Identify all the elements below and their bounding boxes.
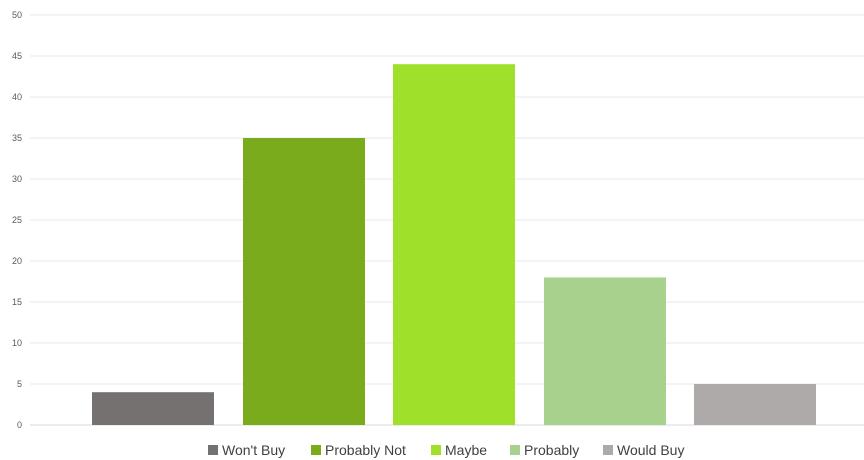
y-tick-label: 5 — [17, 379, 22, 389]
legend-swatch — [603, 445, 613, 455]
y-tick-label: 50 — [12, 10, 22, 20]
y-tick-label: 0 — [17, 420, 22, 430]
y-tick-label: 30 — [12, 174, 22, 184]
y-tick-label: 10 — [12, 338, 22, 348]
y-tick-label: 40 — [12, 92, 22, 102]
bar-maybe — [393, 64, 515, 425]
y-tick-label: 20 — [12, 256, 22, 266]
bar-probably — [544, 277, 666, 425]
legend-item-probably: Probably — [510, 442, 579, 458]
legend-item-won-t-buy: Won't Buy — [208, 442, 285, 458]
y-tick-label: 25 — [12, 215, 22, 225]
legend-label: Maybe — [445, 442, 487, 458]
legend-item-maybe: Maybe — [431, 442, 487, 458]
bar-probably-not — [243, 138, 365, 425]
legend-label: Probably Not — [325, 442, 406, 458]
legend-swatch — [208, 445, 218, 455]
legend-label: Probably — [524, 442, 579, 458]
y-tick-label: 35 — [12, 133, 22, 143]
legend-swatch — [311, 445, 321, 455]
legend-swatch — [431, 445, 441, 455]
legend-label: Won't Buy — [222, 442, 285, 458]
legend: Won't Buy Probably Not Maybe Probably Would … — [208, 442, 684, 458]
bar-would-buy — [694, 384, 816, 425]
bar-won-t-buy — [92, 392, 214, 425]
y-tick-label: 15 — [12, 297, 22, 307]
legend-item-would-buy: Would Buy — [603, 442, 684, 458]
y-tick-label: 45 — [12, 51, 22, 61]
legend-swatch — [510, 445, 520, 455]
y-axis-tick-labels: 0 5 10 15 20 25 30 35 40 45 50 — [12, 10, 22, 430]
legend-item-probably-not: Probably Not — [311, 442, 406, 458]
bars — [92, 64, 816, 425]
legend-label: Would Buy — [617, 442, 684, 458]
